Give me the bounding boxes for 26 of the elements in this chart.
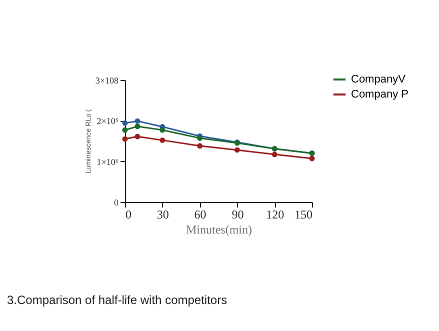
x-tick-label: 120 [266, 208, 284, 222]
point [160, 127, 166, 133]
x-tick-label: 150 [294, 208, 312, 222]
text: 3.Comparison of half-life with competitors [7, 293, 228, 307]
point [134, 118, 140, 124]
x-tick-label: 30 [156, 208, 169, 222]
x-axis-title: Minutes(min) [186, 222, 252, 236]
point [134, 124, 140, 130]
point [160, 137, 166, 143]
point [234, 147, 240, 153]
point [122, 127, 128, 133]
y-tick-label: 0 [114, 198, 119, 208]
y-tick-label: 2×10⁶ [96, 116, 118, 126]
x-tick-label: 60 [194, 208, 206, 222]
point [122, 136, 128, 142]
point [122, 120, 128, 126]
point [134, 134, 140, 140]
point [309, 156, 315, 162]
legend-label: CompanyV [351, 74, 406, 86]
x-tick-label: 90 [232, 208, 244, 222]
legend-label: Company P [351, 88, 408, 100]
x-tick-label: 0 [126, 208, 132, 222]
point [272, 152, 278, 158]
y-tick-label: 3×108 [95, 76, 119, 86]
point [197, 143, 203, 149]
y-tick-label: 1×10⁶ [96, 156, 118, 167]
